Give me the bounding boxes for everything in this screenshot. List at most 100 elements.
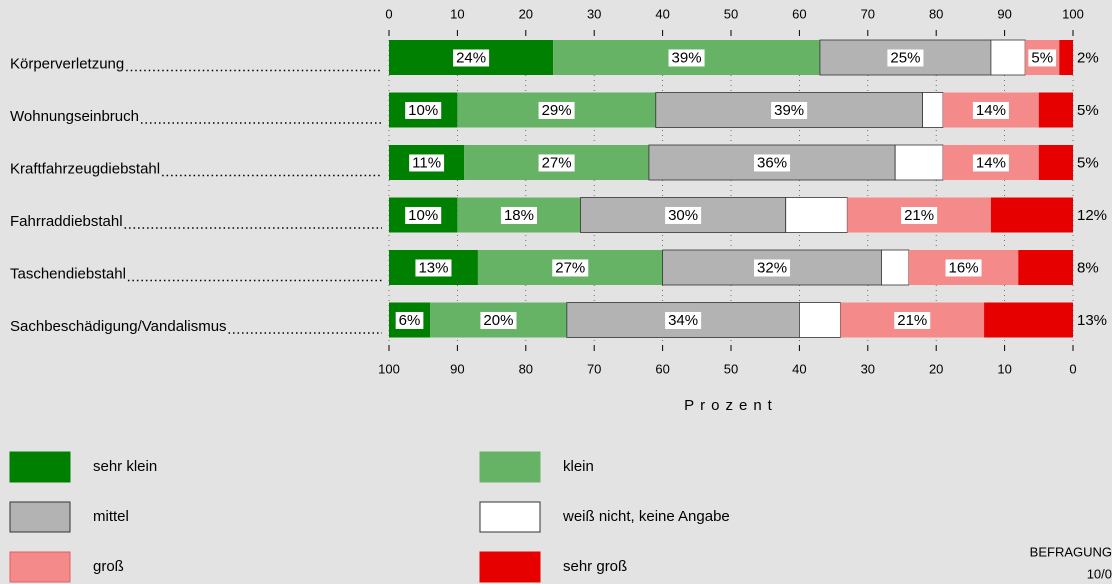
- value-label-box: [405, 206, 442, 224]
- value-label-box: [665, 311, 702, 329]
- legend-label: mittel: [93, 508, 129, 525]
- bar-segment: [990, 39, 1026, 76]
- value-label-box: [771, 101, 808, 119]
- value-label-box: [538, 154, 575, 172]
- value-label-box: [887, 49, 924, 67]
- value-label-box: [395, 311, 424, 329]
- legend-label: groß: [93, 558, 124, 575]
- value-label: 27%: [555, 259, 585, 276]
- category-label: Körperverletzung: [10, 55, 124, 72]
- value-label-box: [972, 154, 1009, 172]
- value-label: 30%: [668, 207, 698, 224]
- legend-swatch: [479, 551, 541, 583]
- legend-swatch: [9, 451, 71, 483]
- legend-label: sehr klein: [93, 458, 157, 475]
- bar-segment: [1038, 92, 1073, 128]
- x-axis-label: Prozent: [684, 397, 778, 414]
- value-label: 6%: [399, 312, 421, 329]
- legend-swatch: [9, 551, 71, 583]
- legend-swatch: [479, 501, 541, 533]
- value-label: 29%: [542, 102, 572, 119]
- x-tick-label: 70: [861, 6, 875, 21]
- value-label-box: [552, 259, 589, 277]
- legend-label: weiß nicht, keine Angabe: [562, 508, 730, 525]
- value-label: 13%: [418, 259, 448, 276]
- value-label-box: [405, 101, 442, 119]
- x2-tick-label: 70: [587, 361, 601, 376]
- value-label-box: [453, 49, 490, 67]
- value-label: 34%: [668, 312, 698, 329]
- x-tick-label: 0: [385, 6, 392, 21]
- bar-segment: [894, 144, 944, 181]
- value-label: 12%: [1077, 207, 1107, 224]
- category-label: Sachbeschädigung/Vandalismus: [10, 318, 227, 335]
- x-tick-label: 100: [1062, 6, 1084, 21]
- value-label-box: [945, 259, 982, 277]
- value-label-box: [409, 154, 445, 172]
- bar-segment: [881, 249, 910, 286]
- value-label-box: [1028, 49, 1057, 67]
- value-label-box: [894, 311, 931, 329]
- value-label: 20%: [483, 312, 513, 329]
- x2-tick-label: 60: [655, 361, 669, 376]
- value-label-box: [500, 206, 537, 224]
- value-label: 5%: [1031, 49, 1053, 66]
- x2-tick-label: 100: [378, 361, 400, 376]
- category-label: Taschendiebstahl: [10, 265, 126, 282]
- value-label: 5%: [1077, 102, 1099, 119]
- value-label-box: [665, 206, 702, 224]
- x2-tick-label: 0: [1069, 361, 1076, 376]
- value-label: 21%: [897, 312, 927, 329]
- value-label: 2%: [1077, 49, 1099, 66]
- value-label-box: [538, 101, 575, 119]
- x-tick-label: 60: [792, 6, 806, 21]
- value-label: 39%: [672, 49, 702, 66]
- legend-label: sehr groß: [563, 558, 627, 575]
- category-label: Fahrraddiebstahl: [10, 213, 123, 230]
- legend-swatch: [479, 451, 541, 483]
- bar-segment: [984, 302, 1073, 338]
- value-label: 14%: [976, 154, 1006, 171]
- bar-segment: [1038, 145, 1073, 180]
- bar-segment: [785, 197, 848, 233]
- footnote: BEFRAGUNG: [1030, 544, 1112, 559]
- value-label-box: [901, 206, 938, 224]
- bar-segment: [1059, 40, 1073, 75]
- x-tick-label: 80: [929, 6, 943, 21]
- value-label: 16%: [949, 259, 979, 276]
- value-label: 32%: [757, 259, 787, 276]
- value-label: 13%: [1077, 312, 1107, 329]
- value-label: 14%: [976, 102, 1006, 119]
- x2-tick-label: 40: [792, 361, 806, 376]
- value-label-box: [754, 154, 791, 172]
- value-label-box: [415, 259, 452, 277]
- bar-segment: [990, 197, 1073, 233]
- bar-segment: [799, 302, 841, 338]
- value-label: 27%: [542, 154, 572, 171]
- value-label: 25%: [890, 49, 920, 66]
- value-label: 8%: [1077, 259, 1099, 276]
- x2-tick-label: 50: [724, 361, 738, 376]
- x2-tick-label: 80: [519, 361, 533, 376]
- legend-label: klein: [563, 458, 594, 475]
- value-label: 36%: [757, 154, 787, 171]
- x2-tick-label: 30: [861, 361, 875, 376]
- x-tick-label: 30: [587, 6, 601, 21]
- category-label: Wohnungseinbruch: [10, 108, 139, 125]
- x-tick-label: 10: [450, 6, 464, 21]
- value-label-box: [754, 259, 791, 277]
- x2-tick-label: 20: [929, 361, 943, 376]
- value-label: 10%: [408, 207, 438, 224]
- x2-tick-label: 90: [450, 361, 464, 376]
- value-label: 39%: [774, 102, 804, 119]
- value-label: 24%: [456, 49, 486, 66]
- category-label: Kraftfahrzeugdiebstahl: [10, 160, 160, 177]
- value-label: 11%: [412, 154, 441, 171]
- value-label: 18%: [504, 207, 534, 224]
- x-tick-label: 50: [724, 6, 738, 21]
- value-label: 21%: [904, 207, 934, 224]
- footnote: 10/0: [1087, 566, 1112, 581]
- x-tick-label: 90: [997, 6, 1011, 21]
- value-label-box: [668, 49, 705, 67]
